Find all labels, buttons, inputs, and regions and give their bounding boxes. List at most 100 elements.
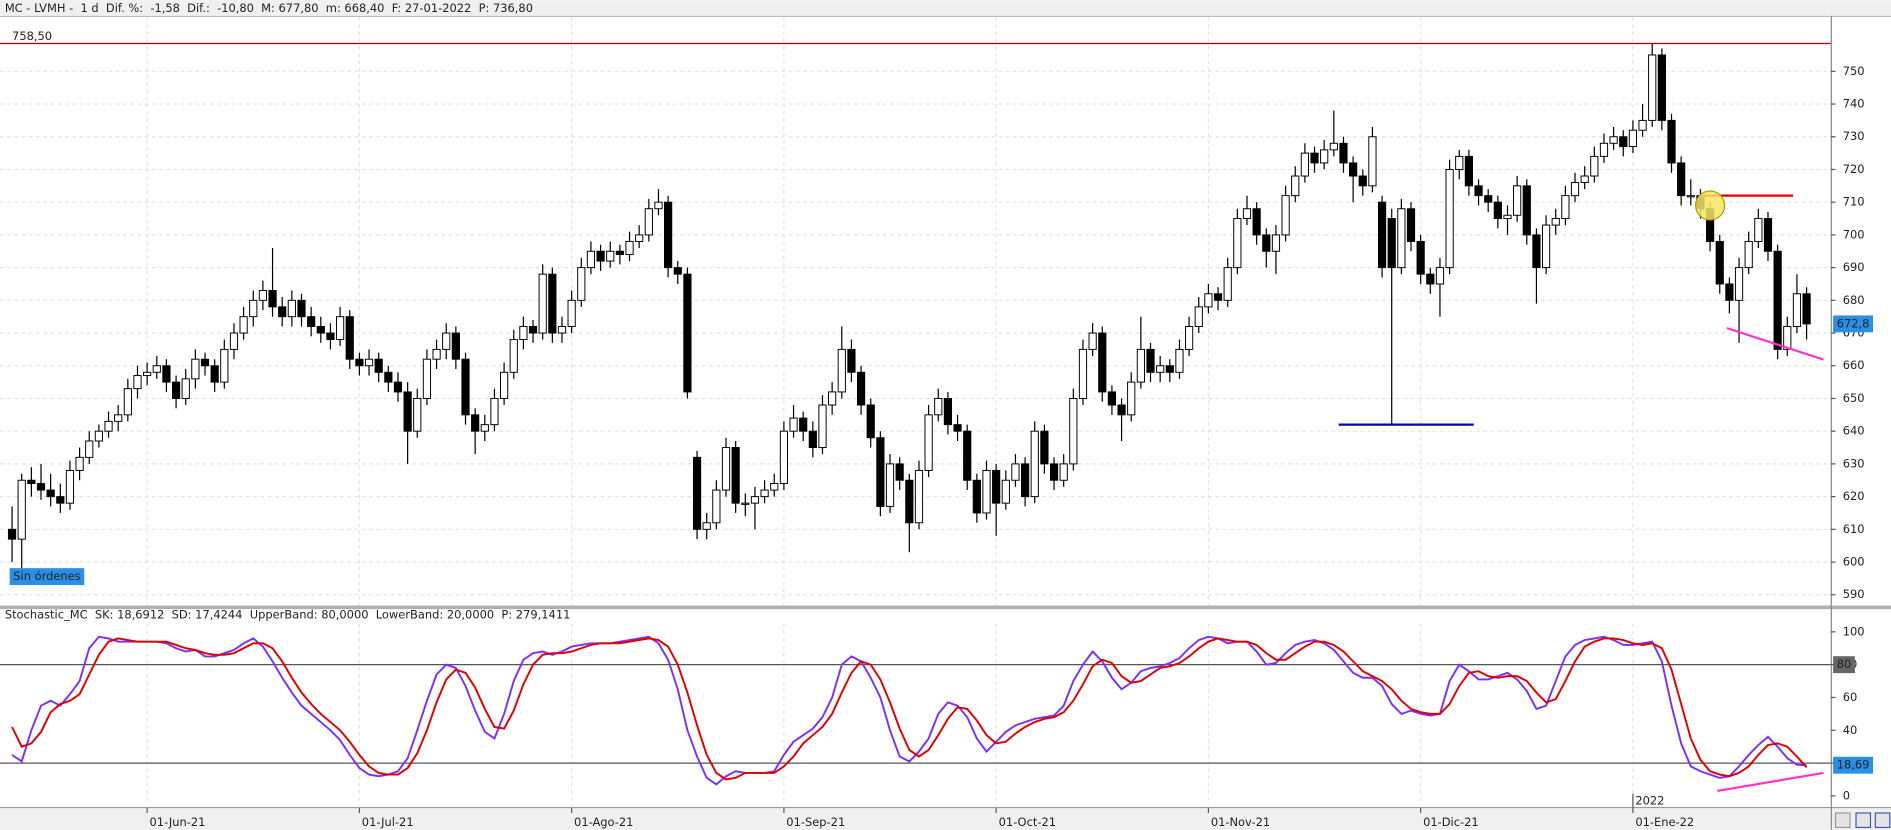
candle-body xyxy=(577,267,586,301)
y-tick-label: 630 xyxy=(1843,456,1865,470)
candle-body xyxy=(65,469,75,504)
candle-body xyxy=(1638,119,1647,131)
candle-body xyxy=(461,358,470,416)
y-tick-label: 710 xyxy=(1843,195,1865,209)
candle-body xyxy=(1426,273,1435,285)
header-info: -10,80 xyxy=(217,1,254,15)
candle-body xyxy=(606,250,615,262)
candle-body xyxy=(393,381,403,393)
candle-body xyxy=(683,273,692,393)
candle-body xyxy=(615,250,624,256)
indicator-line xyxy=(11,637,1808,781)
candle-body xyxy=(181,378,190,399)
candle-body xyxy=(278,306,287,318)
indicator-title: Stochastic_MC xyxy=(5,608,88,622)
candle-body xyxy=(1397,208,1406,269)
candle-body xyxy=(808,430,817,449)
band-label: 80 xyxy=(1837,657,1852,671)
candle-body xyxy=(972,479,981,514)
panel-button[interactable] xyxy=(1874,812,1891,829)
y-tick-label: 60 xyxy=(1843,690,1858,704)
candle-body xyxy=(1522,185,1531,236)
candle-body xyxy=(1088,332,1097,350)
candle-body xyxy=(654,201,663,210)
candle-body xyxy=(1291,175,1300,197)
candle-body xyxy=(239,316,248,334)
candle-body xyxy=(1599,142,1609,157)
header-info: P: 279,1411 xyxy=(501,608,570,622)
candle-body xyxy=(1590,155,1599,177)
plot-layer: 01-Jun-21 01-Jul-21 01-Ago-21 01-Sep-21 01-O… xyxy=(0,17,1874,829)
candle-body xyxy=(548,273,557,334)
candle-body xyxy=(943,397,953,426)
candle-body xyxy=(1677,162,1686,197)
candle-body xyxy=(1783,326,1792,350)
candle-body xyxy=(432,348,441,360)
candle-body xyxy=(143,371,152,377)
candle-body xyxy=(1233,218,1242,269)
candle-body xyxy=(1213,293,1223,301)
candle-body xyxy=(500,371,509,399)
candle-body xyxy=(779,430,788,485)
header-info: F: 27-01-2022 xyxy=(392,1,472,15)
y-tick-label: 740 xyxy=(1843,97,1865,111)
candle-body xyxy=(1802,293,1811,325)
chart-title: MC - LVMH - xyxy=(5,1,73,15)
candle-body xyxy=(162,365,171,383)
x-tick-label: 01-Oct-21 xyxy=(999,815,1056,829)
candle-body xyxy=(538,273,547,334)
candle-body xyxy=(258,290,268,301)
y-tick-label: 100 xyxy=(1843,624,1865,638)
candle-body xyxy=(422,358,432,399)
header-info: P: 736,80 xyxy=(479,1,533,15)
candle-body xyxy=(635,234,644,242)
order-badge-box xyxy=(9,568,85,586)
candle-body xyxy=(1686,195,1695,198)
candle-body xyxy=(1715,240,1724,285)
candle-body xyxy=(1561,195,1570,220)
candle-body xyxy=(1281,195,1290,236)
candle-body xyxy=(953,424,962,432)
highlight-circle xyxy=(1695,190,1726,221)
candle-body xyxy=(1484,195,1493,203)
candle-body xyxy=(1020,463,1030,498)
panel-button[interactable] xyxy=(1855,812,1872,829)
candle-body xyxy=(17,479,26,540)
y-tick-label: 640 xyxy=(1843,424,1865,438)
candle-body xyxy=(191,358,200,380)
candle-body xyxy=(712,489,721,524)
y-tick-label: 660 xyxy=(1843,358,1865,372)
candle-body xyxy=(1156,365,1165,373)
candle-body xyxy=(480,424,489,432)
candle-body xyxy=(1532,234,1541,269)
x-tick-label: 01-Dic-21 xyxy=(1423,815,1479,829)
y-tick-label: 590 xyxy=(1843,587,1865,601)
last-price-label: 672,8 xyxy=(1837,316,1870,330)
candle-body xyxy=(528,326,538,334)
panel-button[interactable] xyxy=(1834,812,1851,829)
candle-body xyxy=(1763,218,1773,252)
header-info: UpperBand: 80,0000 xyxy=(250,608,369,622)
candle-body xyxy=(1503,214,1512,220)
candle-body xyxy=(210,365,219,383)
candle-body xyxy=(876,437,885,507)
candle-body xyxy=(1242,208,1252,220)
candle-body xyxy=(27,479,36,485)
candle-body xyxy=(1744,240,1753,269)
candle-body xyxy=(664,201,673,269)
candle-body xyxy=(1339,142,1348,164)
candle-body xyxy=(731,447,740,504)
candle-body xyxy=(152,365,161,373)
candle-body xyxy=(702,522,711,530)
candle-body xyxy=(268,290,277,308)
candle-body xyxy=(335,316,345,341)
candle-body xyxy=(1541,224,1551,269)
candle-body xyxy=(905,479,914,524)
candle-body xyxy=(413,397,422,432)
candle-body xyxy=(1349,162,1358,177)
candle-body xyxy=(316,326,325,334)
candle-body xyxy=(133,375,142,390)
candle-body xyxy=(104,420,113,432)
